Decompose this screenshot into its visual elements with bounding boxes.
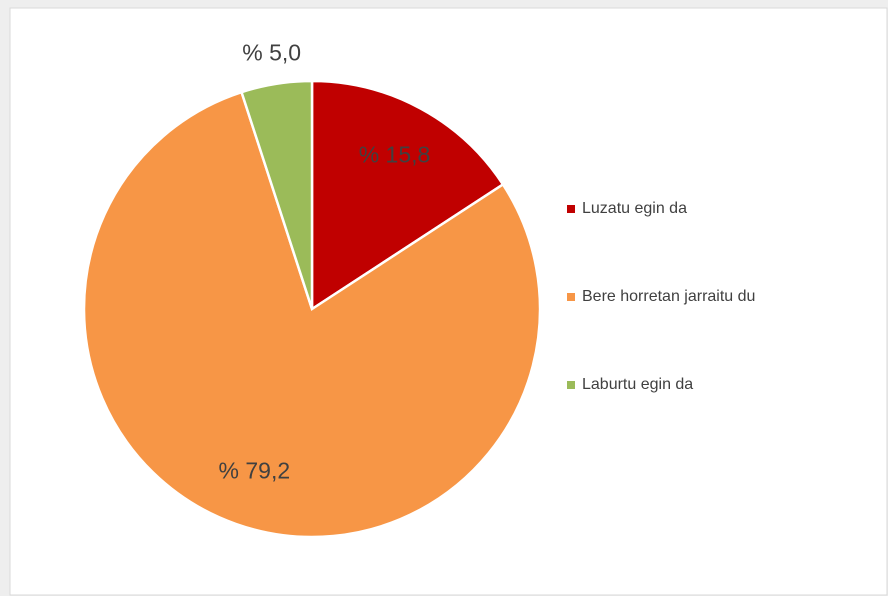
- legend: Luzatu egin da Bere horretan jarraitu du L…: [567, 200, 755, 393]
- data-label: % 5,0: [242, 40, 301, 66]
- legend-swatch: [567, 205, 575, 213]
- data-label: % 15,8: [359, 142, 431, 168]
- pie-slice: [239, 79, 314, 310]
- pie-slice: [82, 90, 542, 539]
- legend-label: Luzatu egin da: [582, 200, 687, 217]
- slices: [82, 79, 542, 539]
- legend-swatch: [567, 381, 575, 389]
- legend-label: Laburtu egin da: [582, 376, 693, 393]
- legend-swatch: [567, 293, 575, 301]
- labels: % 15,8 % 79,2 % 5,0: [219, 40, 431, 484]
- data-label: % 79,2: [219, 457, 291, 483]
- legend-label: Bere horretan jarraitu du: [582, 288, 755, 305]
- pie-slice: [310, 79, 505, 312]
